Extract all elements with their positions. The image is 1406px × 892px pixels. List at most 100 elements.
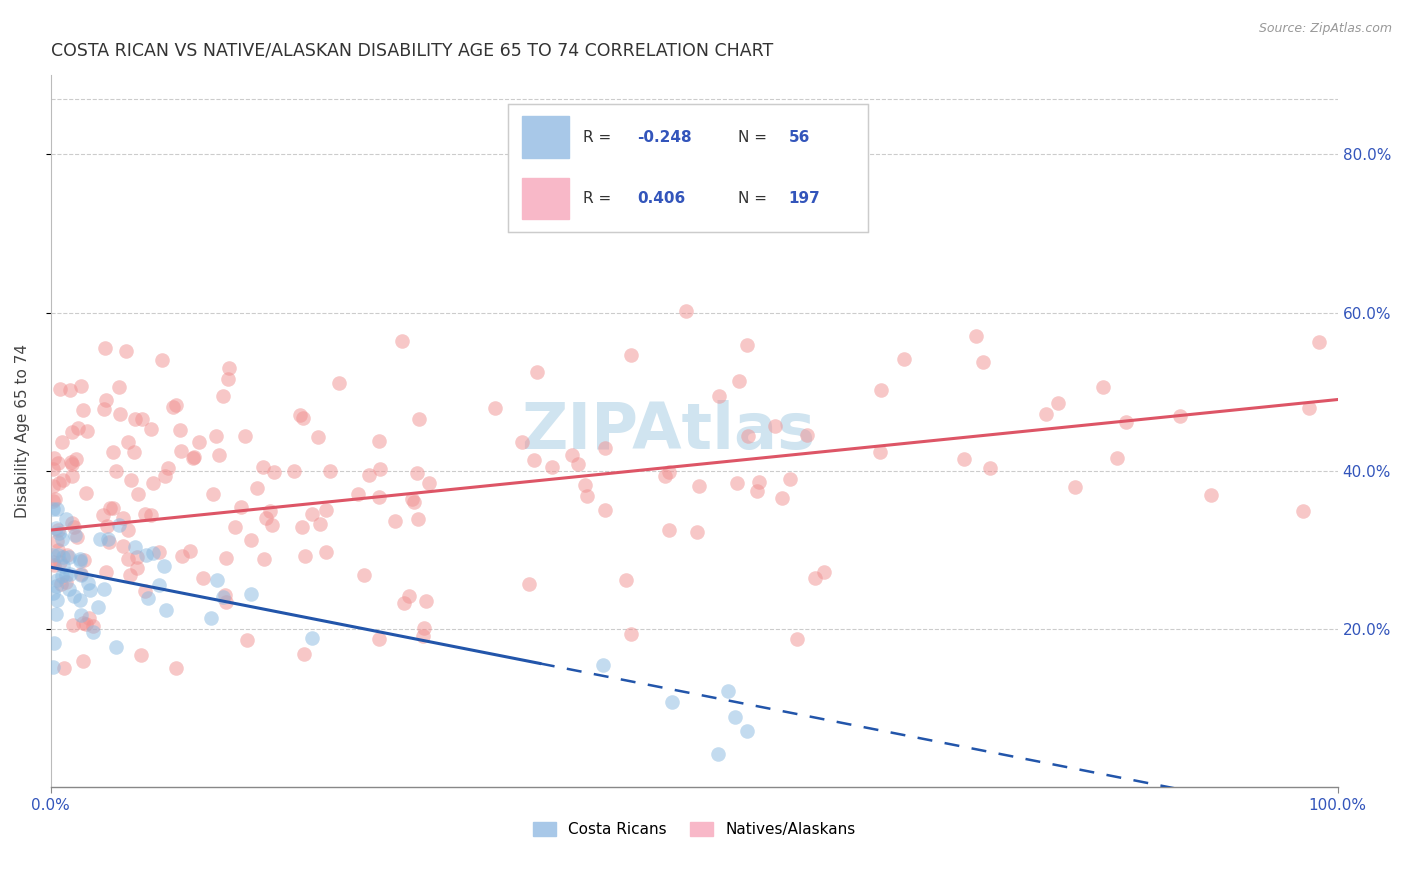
Point bbox=[65, 452, 87, 467]
Point bbox=[142, 545, 165, 559]
Point bbox=[288, 408, 311, 422]
Point bbox=[122, 444, 145, 458]
Point bbox=[42, 555, 65, 569]
Point bbox=[49, 577, 72, 591]
Point bbox=[112, 511, 135, 525]
Point bbox=[42, 586, 65, 600]
Point bbox=[804, 571, 827, 585]
Point bbox=[972, 355, 994, 369]
Point bbox=[418, 476, 440, 491]
Point bbox=[308, 516, 330, 531]
Point bbox=[58, 582, 80, 596]
Point bbox=[229, 500, 252, 514]
Point bbox=[136, 591, 159, 605]
Point bbox=[117, 435, 139, 450]
Point bbox=[253, 551, 276, 566]
Text: ZIPAtlas: ZIPAtlas bbox=[522, 401, 815, 462]
Point bbox=[737, 429, 759, 443]
Point bbox=[217, 372, 239, 386]
Point bbox=[870, 383, 893, 397]
Point bbox=[567, 457, 589, 471]
Point bbox=[315, 503, 337, 517]
Point bbox=[283, 464, 305, 478]
Point bbox=[153, 468, 176, 483]
Text: Source: ZipAtlas.com: Source: ZipAtlas.com bbox=[1258, 22, 1392, 36]
Point bbox=[94, 393, 117, 408]
Point bbox=[526, 365, 548, 379]
Point bbox=[101, 501, 124, 516]
Point bbox=[67, 421, 90, 435]
Point bbox=[717, 683, 740, 698]
Point bbox=[115, 344, 138, 359]
Point bbox=[152, 559, 174, 574]
Point bbox=[45, 579, 67, 593]
Point bbox=[49, 382, 72, 396]
Point bbox=[796, 428, 818, 442]
Point bbox=[748, 475, 770, 490]
Point bbox=[124, 412, 146, 426]
Point bbox=[44, 636, 66, 650]
Point bbox=[70, 608, 93, 623]
Point bbox=[79, 582, 101, 597]
Point bbox=[654, 469, 676, 483]
Point bbox=[224, 519, 246, 533]
Point bbox=[75, 616, 97, 631]
Point bbox=[367, 490, 389, 504]
Point bbox=[614, 573, 637, 587]
Point bbox=[58, 550, 80, 565]
Point bbox=[73, 553, 96, 567]
Point bbox=[98, 501, 121, 516]
Point bbox=[181, 450, 204, 465]
Point bbox=[52, 473, 75, 487]
Point bbox=[165, 661, 187, 675]
Point bbox=[82, 624, 104, 639]
Point bbox=[188, 435, 211, 450]
Point bbox=[1064, 480, 1087, 494]
Point bbox=[1199, 488, 1222, 502]
Point bbox=[45, 502, 67, 516]
Point bbox=[69, 552, 91, 566]
Point bbox=[215, 551, 238, 566]
Point bbox=[707, 389, 730, 403]
Point bbox=[211, 389, 233, 403]
Point bbox=[412, 629, 434, 643]
Point bbox=[392, 596, 415, 610]
Point bbox=[72, 403, 94, 417]
Point bbox=[127, 550, 149, 565]
Point bbox=[620, 627, 643, 641]
Point bbox=[141, 508, 163, 522]
Point bbox=[208, 448, 231, 462]
Point bbox=[48, 542, 70, 557]
Point bbox=[574, 478, 596, 492]
Point bbox=[134, 507, 156, 521]
Point bbox=[46, 574, 69, 588]
Point bbox=[156, 461, 179, 475]
Point bbox=[148, 544, 170, 558]
Point bbox=[724, 710, 747, 724]
Point bbox=[218, 361, 240, 376]
Point bbox=[260, 518, 283, 533]
Point bbox=[77, 575, 100, 590]
Point bbox=[319, 464, 342, 478]
Point bbox=[1107, 450, 1129, 465]
Point bbox=[104, 640, 127, 654]
Point bbox=[561, 448, 583, 462]
Point bbox=[517, 577, 540, 591]
Point bbox=[97, 533, 120, 547]
Point bbox=[127, 487, 149, 501]
Point bbox=[359, 468, 381, 483]
Point bbox=[55, 548, 77, 562]
Point bbox=[150, 353, 173, 368]
Point bbox=[1308, 334, 1330, 349]
Point bbox=[301, 631, 323, 645]
Point bbox=[111, 539, 134, 553]
Point bbox=[51, 532, 73, 546]
Point bbox=[540, 459, 562, 474]
Point bbox=[346, 486, 368, 500]
Point bbox=[368, 462, 391, 476]
Point bbox=[72, 655, 94, 669]
Point bbox=[87, 600, 110, 615]
Point bbox=[46, 456, 69, 470]
Point bbox=[42, 548, 65, 562]
Point bbox=[1046, 396, 1069, 410]
